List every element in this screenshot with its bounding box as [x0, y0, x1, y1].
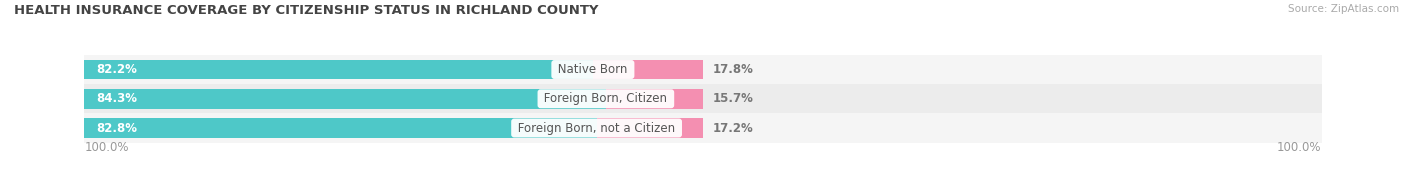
Text: 15.7%: 15.7%	[713, 92, 754, 105]
Text: Source: ZipAtlas.com: Source: ZipAtlas.com	[1288, 4, 1399, 14]
Text: Native Born: Native Born	[554, 63, 631, 76]
Text: 82.2%: 82.2%	[97, 63, 138, 76]
Text: 100.0%: 100.0%	[84, 141, 129, 153]
Text: HEALTH INSURANCE COVERAGE BY CITIZENSHIP STATUS IN RICHLAND COUNTY: HEALTH INSURANCE COVERAGE BY CITIZENSHIP…	[14, 4, 599, 17]
Bar	[84, 84, 1322, 113]
Text: Foreign Born, not a Citizen: Foreign Born, not a Citizen	[515, 122, 679, 134]
Bar	[84, 60, 593, 79]
Bar	[596, 118, 703, 138]
Text: 17.2%: 17.2%	[713, 122, 754, 134]
Text: 84.3%: 84.3%	[97, 92, 138, 105]
Bar	[84, 118, 596, 138]
Bar	[606, 89, 703, 109]
Bar	[593, 60, 703, 79]
Text: 82.8%: 82.8%	[97, 122, 138, 134]
Text: 100.0%: 100.0%	[1277, 141, 1322, 153]
Bar	[84, 113, 1322, 143]
Bar	[84, 89, 606, 109]
Legend: With Coverage, Without Coverage: With Coverage, Without Coverage	[564, 194, 842, 196]
Text: Foreign Born, Citizen: Foreign Born, Citizen	[540, 92, 671, 105]
Bar	[84, 55, 1322, 84]
Text: 17.8%: 17.8%	[713, 63, 754, 76]
